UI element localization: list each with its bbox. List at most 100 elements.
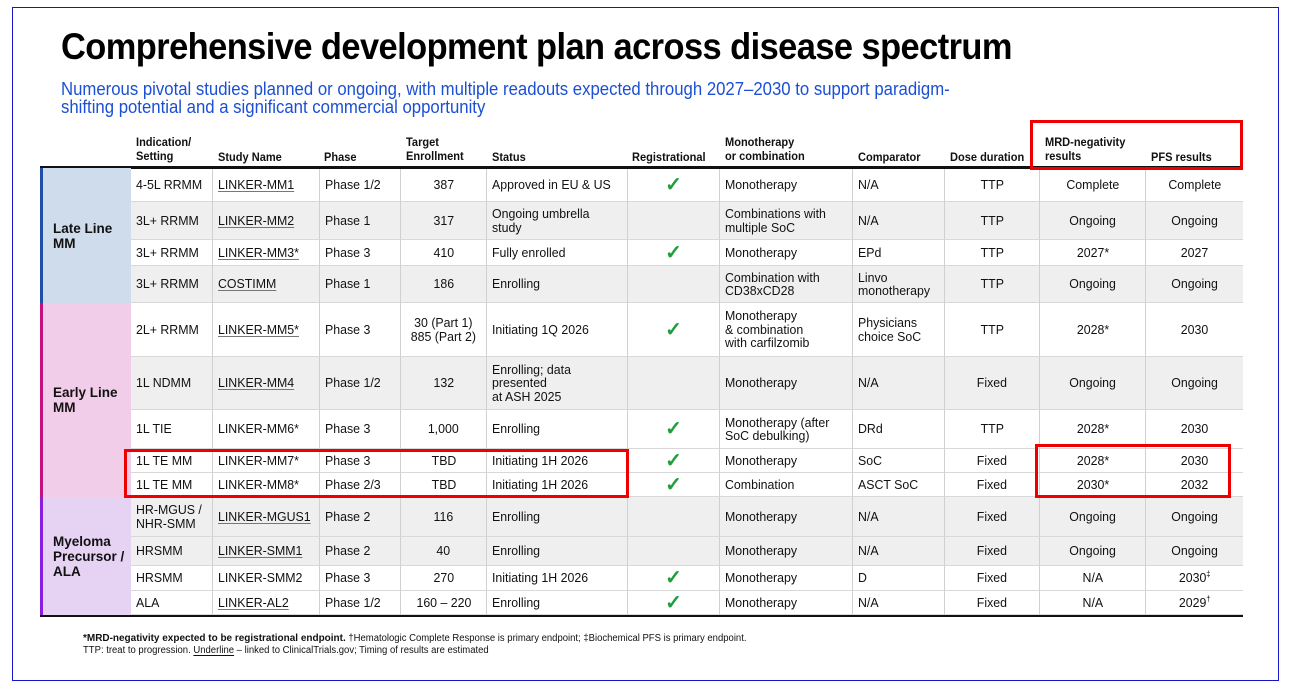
cell-study: LINKER-SMM2 [213,566,320,591]
enrollment-value: 1,000 [428,421,459,437]
cell-therapy: Monotherapy [720,497,853,537]
group-label-0: Late Line MM [40,168,131,303]
cell-therapy: Monotherapy [720,449,853,473]
therapy-value: Monotherapy & combination with carfilzomib [725,308,810,351]
therapy-value: Monotherapy [725,375,798,391]
cell-status: Enrolling [487,497,628,537]
study-link[interactable]: LINKER-SMM1 [218,543,303,559]
study-link[interactable]: LINKER-MGUS1 [218,508,311,524]
cell-study[interactable]: LINKER-MM4 [213,357,320,410]
study-link[interactable]: LINKER-MM4 [218,375,295,391]
cell-study[interactable]: LINKER-AL2 [213,591,320,615]
status-value: Enrolling [492,421,541,437]
cell-comparator: Linvo monotherapy [853,266,945,303]
cell-dose: TTP [945,303,1040,357]
cell-status: Enrolling [487,537,628,566]
cell-phase: Phase 3 [320,566,401,591]
cell-mrd: 2028* [1040,449,1146,473]
indication-value: ALA [136,594,160,610]
cell-mrd: Ongoing [1040,357,1146,410]
comparator-value: N/A [858,212,879,228]
footnote-mrd: *MRD-negativity expected to be registrat… [83,632,346,644]
therapy-value: Monotherapy [725,594,798,610]
status-value: Enrolling; data presented at ASH 2025 [492,361,571,404]
group-label-1: Early Line MM [40,303,131,497]
cell-mrd: N/A [1040,591,1146,615]
indication-value: 3L+ RRMM [136,276,199,292]
page-subtitle: Numerous pivotal studies planned or ongo… [61,79,950,117]
cell-enrollment: 160 – 220 [401,591,487,615]
cell-enrollment: 132 [401,357,487,410]
group-label-2: Myeloma Precursor / ALA [40,497,131,615]
cell-study[interactable]: LINKER-MM2 [213,202,320,240]
cell-enrollment: TBD [401,449,487,473]
cell-phase: Phase 1 [320,202,401,240]
cell-study[interactable]: LINKER-SMM1 [213,537,320,566]
cell-indication: 3L+ RRMM [131,240,213,266]
cell-enrollment: 30 (Part 1) 885 (Part 2) [401,303,487,357]
dose-value: TTP [980,177,1004,193]
enrollment-value: 132 [433,375,454,391]
checkmark-icon: ✓ [665,567,682,589]
indication-value: 4-5L RRMM [136,177,203,193]
status-value: Initiating 1H 2026 [492,476,589,492]
cell-indication: ALA [131,591,213,615]
enrollment-value: 116 [433,508,454,524]
cell-dose: TTP [945,266,1040,303]
phase-value: Phase 3 [325,421,371,437]
indication-value: 1L TIE [136,421,172,437]
cell-study[interactable]: COSTIMM [213,266,320,303]
cell-indication: 3L+ RRMM [131,266,213,303]
cell-mrd: Ongoing [1040,537,1146,566]
cell-study: LINKER-MM7* [213,449,320,473]
study-link[interactable]: LINKER-MM2 [218,212,295,228]
cell-pfs: 2032 [1146,473,1243,497]
indication-value: HRSMM [136,543,183,559]
cell-therapy: Monotherapy (after SoC debulking) [720,410,853,449]
cell-status: Fully enrolled [487,240,628,266]
cell-comparator: DRd [853,410,945,449]
cell-study[interactable]: LINKER-MGUS1 [213,497,320,537]
footnote-line-1: *MRD-negativity expected to be registrat… [83,632,747,644]
study-link[interactable]: LINKER-MM5* [218,321,299,337]
cell-phase: Phase 2 [320,497,401,537]
dose-value: Fixed [976,476,1008,492]
mrd-value: 2027* [1076,244,1109,260]
cell-pfs: Ongoing [1146,202,1243,240]
cell-pfs: 2027 [1146,240,1243,266]
study-link[interactable]: LINKER-AL2 [218,594,289,610]
study-link[interactable]: LINKER-MM1 [218,177,295,193]
indication-value: HR-MGUS / NHR-SMM [136,502,202,531]
dose-value: Fixed [976,375,1008,391]
study-link[interactable]: LINKER-MM3* [218,244,299,260]
table-bottom-rule [40,614,1243,617]
cell-dose: Fixed [945,449,1040,473]
cell-indication: 4-5L RRMM [131,169,213,202]
pfs-value: 2027 [1180,244,1209,260]
cell-indication: 1L TE MM [131,449,213,473]
cell-dose: Fixed [945,497,1040,537]
phase-value: Phase 1/2 [325,594,381,610]
cell-enrollment: 40 [401,537,487,566]
group-label-text: Late Line MM [53,220,113,251]
enrollment-value: 186 [433,276,454,292]
cell-study[interactable]: LINKER-MM3* [213,240,320,266]
cell-study[interactable]: LINKER-MM1 [213,169,320,202]
group-label-text: Myeloma Precursor / ALA [53,533,125,579]
comparator-value: Physicians choice SoC [858,315,922,344]
comparator-value: SoC [858,452,883,468]
cell-dose: Fixed [945,537,1040,566]
column-header-indication: Indication/Setting [136,135,192,163]
cell-pfs: Complete [1146,169,1243,202]
cell-study[interactable]: LINKER-MM5* [213,303,320,357]
cell-registrational: ✓ [628,449,720,473]
study-link[interactable]: COSTIMM [218,276,277,292]
indication-value: 3L+ RRMM [136,212,199,228]
mrd-value: 2028* [1076,321,1109,337]
column-header-phase: Phase [324,150,357,164]
status-value: Enrolling [492,543,541,559]
cell-dose: Fixed [945,566,1040,591]
cell-phase: Phase 3 [320,449,401,473]
cell-pfs: 2030 [1146,410,1243,449]
cell-phase: Phase 3 [320,303,401,357]
